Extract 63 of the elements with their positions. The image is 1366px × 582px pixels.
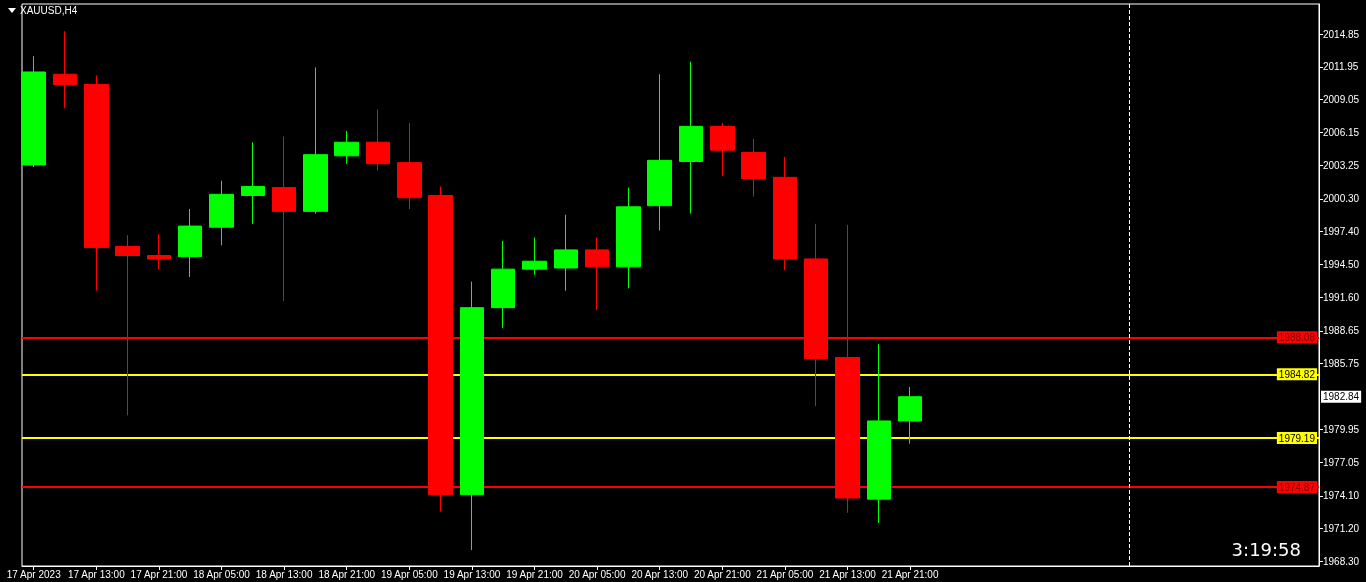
x-tick-label: 18 Apr 05:00 xyxy=(193,568,251,580)
candlestick xyxy=(710,122,735,177)
candlestick xyxy=(178,208,202,278)
candlestick xyxy=(679,61,703,215)
x-tick-label: 19 Apr 13:00 xyxy=(443,568,501,580)
candlestick xyxy=(334,130,359,165)
candlestick xyxy=(53,30,77,109)
y-tick-label: 1979.95 xyxy=(1323,423,1360,435)
ref-line-label: 1984.82 xyxy=(1278,368,1316,380)
y-tick-label: 2011.95 xyxy=(1323,61,1359,73)
x-tick-label: 17 Apr 2023 xyxy=(6,568,62,580)
x-tick-label: 20 Apr 13:00 xyxy=(631,568,689,580)
x-tick-label: 20 Apr 05:00 xyxy=(568,568,626,580)
candlestick xyxy=(867,343,891,524)
y-tick-label: 2003.25 xyxy=(1323,159,1360,171)
x-tick-label: 21 Apr 13:00 xyxy=(819,568,877,580)
x-tick-label: 21 Apr 21:00 xyxy=(881,568,939,580)
candlestick xyxy=(616,187,641,289)
candlestick xyxy=(898,386,922,445)
chart-title: XAUUSD,H4 xyxy=(20,5,78,16)
candlestick xyxy=(147,233,171,270)
candlestick xyxy=(272,136,296,302)
y-tick-label: 2009.05 xyxy=(1323,94,1360,106)
x-tick-label: 19 Apr 21:00 xyxy=(506,568,564,580)
candlestick xyxy=(554,214,578,292)
x-tick-label: 17 Apr 21:00 xyxy=(130,568,188,580)
y-tick-label: 1997.40 xyxy=(1323,226,1360,238)
text: 1982.84 xyxy=(1323,391,1360,403)
y-tick-label: 2006.15 xyxy=(1323,127,1360,139)
y-tick-label: 1971.20 xyxy=(1323,523,1360,535)
candlestick xyxy=(741,138,766,198)
candlestick xyxy=(397,122,422,210)
x-tick-label: 18 Apr 21:00 xyxy=(318,568,376,580)
ref-line-label: 1974.87 xyxy=(1278,481,1316,493)
y-tick-label: 1985.75 xyxy=(1323,358,1360,370)
candlestick xyxy=(241,141,265,225)
y-tick-label: 1968.30 xyxy=(1323,555,1360,567)
candlestick xyxy=(366,108,390,172)
ref-line-label: 1979.19 xyxy=(1278,432,1316,444)
x-tick-label: 18 Apr 13:00 xyxy=(255,568,313,580)
candlestick xyxy=(460,281,484,551)
ref-line-label: 1988.08 xyxy=(1278,331,1316,343)
y-tick-label: 1977.05 xyxy=(1323,456,1360,468)
candlestick xyxy=(303,66,328,215)
y-tick-label: 1988.65 xyxy=(1323,325,1360,337)
y-tick-label: 1991.60 xyxy=(1323,291,1360,303)
candlestick xyxy=(522,236,547,276)
y-tick-label: 1974.10 xyxy=(1323,490,1360,502)
candlestick xyxy=(491,240,515,329)
candlestick xyxy=(84,74,109,292)
x-tick-label: 17 Apr 13:00 xyxy=(67,568,126,580)
candlestick xyxy=(647,73,672,232)
candlestick xyxy=(585,236,609,311)
candlestick xyxy=(773,156,797,271)
y-tick-label: 1994.50 xyxy=(1323,259,1360,271)
x-tick-label: 19 Apr 05:00 xyxy=(380,568,439,580)
y-tick-label: 2014.85 xyxy=(1323,28,1360,40)
x-tick-label: 21 Apr 05:00 xyxy=(756,568,814,580)
y-tick-label: 2000.30 xyxy=(1323,193,1360,205)
x-tick-label: 20 Apr 21:00 xyxy=(693,568,752,580)
annotation: 3:19:58 xyxy=(1231,538,1301,560)
candlestick xyxy=(209,180,234,246)
candlestick xyxy=(21,55,46,168)
